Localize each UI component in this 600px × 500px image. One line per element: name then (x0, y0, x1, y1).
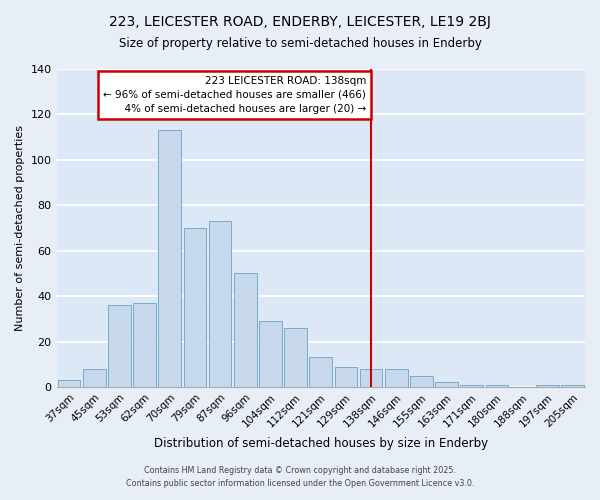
Bar (83, 369, 106, 387)
Text: 223, LEICESTER ROAD, ENDERBY, LEICESTER, LE19 2BJ: 223, LEICESTER ROAD, ENDERBY, LEICESTER,… (109, 15, 491, 29)
Bar (335, 366, 357, 387)
Bar (385, 369, 407, 387)
Bar (158, 130, 181, 387)
Bar (209, 221, 232, 387)
Bar (184, 228, 206, 387)
Bar (536, 384, 559, 387)
Bar (310, 358, 332, 387)
Bar (435, 382, 458, 387)
Bar (485, 384, 508, 387)
Bar (460, 384, 483, 387)
X-axis label: Distribution of semi-detached houses by size in Enderby: Distribution of semi-detached houses by … (154, 437, 488, 450)
Text: Size of property relative to semi-detached houses in Enderby: Size of property relative to semi-detach… (119, 38, 481, 51)
Bar (58, 380, 80, 387)
Text: 223 LEICESTER ROAD: 138sqm
← 96% of semi-detached houses are smaller (466)
  4% : 223 LEICESTER ROAD: 138sqm ← 96% of semi… (103, 76, 366, 114)
Bar (133, 303, 156, 387)
Bar (234, 274, 257, 387)
Bar (360, 369, 382, 387)
Bar (259, 321, 282, 387)
Bar (561, 384, 584, 387)
Bar (410, 376, 433, 387)
Bar (284, 328, 307, 387)
Text: Contains HM Land Registry data © Crown copyright and database right 2025.
Contai: Contains HM Land Registry data © Crown c… (126, 466, 474, 487)
Bar (108, 305, 131, 387)
Y-axis label: Number of semi-detached properties: Number of semi-detached properties (15, 125, 25, 331)
